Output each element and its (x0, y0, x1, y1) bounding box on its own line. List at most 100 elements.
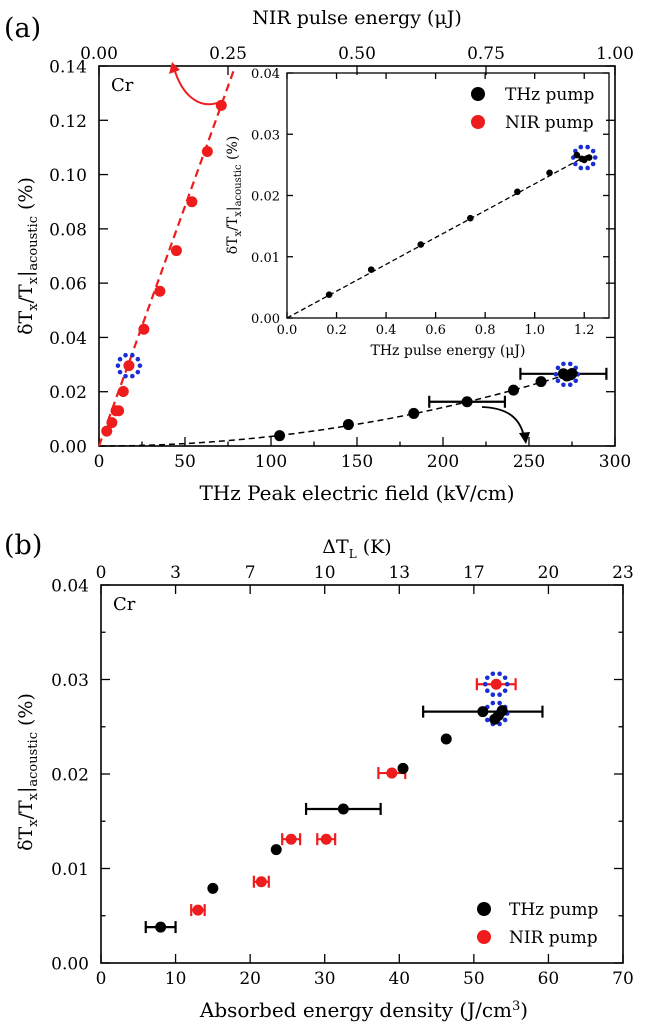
highlight-dot (567, 361, 573, 367)
inset-x-tick-label: 0.6 (425, 323, 446, 338)
nir-point (320, 833, 332, 845)
b-y-tick-label: 0.04 (51, 577, 89, 597)
nir-point (154, 285, 166, 297)
panel-a-red-arrow-head (169, 62, 180, 74)
nir-point (113, 405, 125, 417)
nir-point (386, 767, 398, 779)
panel-a-black-arrow-head (519, 432, 530, 444)
inset-highlight-dot (578, 144, 584, 150)
panel-b-material-label: Cr (113, 594, 136, 615)
a-x-tick-label: 100 (255, 452, 287, 472)
a-x-tick-label: 150 (341, 452, 373, 472)
a-y-tick-label: 0.06 (49, 275, 87, 295)
highlight-dot (117, 369, 123, 375)
legend-a-thz-marker (471, 87, 485, 101)
b-x-tick-label: 30 (314, 969, 336, 989)
inset-frame (286, 72, 610, 319)
panel-a-bottom-ticks: 0 50 100 150 200 250 300 (94, 437, 631, 472)
thz-point (207, 882, 219, 894)
panel-a-black-arrow (481, 406, 525, 437)
legend-b-nir-label: NIR pump (509, 928, 598, 948)
legend-b-thz-marker (477, 902, 491, 916)
highlight-dot (561, 382, 566, 388)
panel-a-highlights (115, 352, 581, 388)
panel-a-material-label: Cr (111, 75, 134, 96)
panel-a-fits (97, 68, 580, 447)
legend-a-thz-label: THz pump (505, 85, 594, 105)
nir-point (117, 385, 129, 397)
a-x-tick-label: 0 (94, 452, 105, 472)
b-x2-tick-label: 23 (612, 563, 634, 583)
panel-a-points (101, 99, 578, 442)
inset-point (546, 169, 553, 177)
inset-highlight-dot (592, 155, 598, 160)
inset-x-axis-label: THz pulse energy (μJ) (371, 343, 526, 359)
highlight-dot (502, 675, 508, 681)
inset-highlight-dot (573, 161, 578, 167)
inset-y-tick-label: 0.00 (251, 312, 280, 327)
inset-y-tick-label: 0.04 (251, 67, 280, 82)
highlight-dot (553, 372, 559, 377)
inset-points (325, 151, 593, 299)
inset-highlight (570, 144, 598, 171)
nir-point (106, 417, 118, 429)
nir-point (215, 99, 227, 111)
thz-point (477, 706, 489, 718)
nir-point (138, 323, 150, 335)
highlight-dot (567, 382, 573, 388)
highlight-dot (490, 692, 496, 697)
b-y-tick-label: 0.02 (51, 766, 89, 786)
b-x-tick-label: 0 (96, 969, 107, 989)
inset-point (585, 154, 593, 161)
legend-a-nir-marker (471, 115, 485, 129)
highlight-dot (502, 688, 508, 693)
inset-point (325, 291, 333, 299)
inset-x-tick-label: 1.2 (574, 323, 595, 338)
a-x2-tick-label: 0.75 (467, 44, 505, 64)
b-y-tick-label: 0.01 (51, 860, 89, 880)
panel-a-top-ticks: 0.00 0.25 0.50 0.75 1.00 (80, 44, 634, 75)
inset-y-tick-label: 0.01 (251, 251, 280, 266)
inset-x-tick-label: 0.2 (326, 323, 347, 338)
b-x2-tick-label: 7 (245, 563, 256, 583)
a-x-tick-label: 250 (513, 452, 545, 472)
panel-a-label: (a) (4, 13, 41, 44)
nir-point (285, 833, 297, 845)
highlight-dot (137, 363, 143, 368)
a-x-tick-label: 50 (174, 452, 196, 472)
fit-linear-line (97, 68, 236, 447)
b-x2-tick-label: 13 (388, 563, 410, 583)
nir-point (255, 876, 267, 888)
inset-y-tick-label: 0.02 (251, 190, 280, 205)
nir-point (192, 904, 204, 916)
highlight-dot (135, 369, 141, 375)
highlight-dot (504, 681, 510, 687)
b-x-tick-label: 60 (538, 969, 560, 989)
inset-y-tick-label: 0.03 (251, 128, 280, 143)
a-x-tick-label: 300 (599, 452, 631, 472)
b-x-tick-label: 50 (463, 969, 485, 989)
nir-point (101, 425, 113, 437)
b-x2-tick-label: 20 (538, 563, 560, 583)
highlight-dot (485, 675, 490, 681)
b-x2-tick-label: 3 (170, 563, 181, 583)
a-x2-tick-label: 0.50 (338, 44, 376, 64)
thz-point (566, 368, 578, 380)
thz-point (408, 407, 420, 419)
panel-a-x-axis-label: THz Peak electric field (kV/cm) (199, 481, 514, 505)
highlight-dot (497, 671, 502, 677)
panel-b-top-axis-label: ΔTL (K) (322, 536, 391, 561)
highlight-dot (555, 365, 561, 371)
inset-highlight-dot (578, 165, 584, 171)
panel-b-frame (100, 584, 624, 964)
thz-point (155, 921, 167, 933)
b-x2-tick-label: 0 (96, 563, 107, 583)
highlight-dot (555, 378, 561, 384)
thz-point (535, 376, 547, 388)
highlight-dot (485, 688, 490, 693)
thz-point (508, 384, 520, 396)
inset-fit (286, 153, 590, 319)
inset-highlight-dot (590, 148, 596, 154)
panel-b-label: (b) (4, 530, 42, 561)
